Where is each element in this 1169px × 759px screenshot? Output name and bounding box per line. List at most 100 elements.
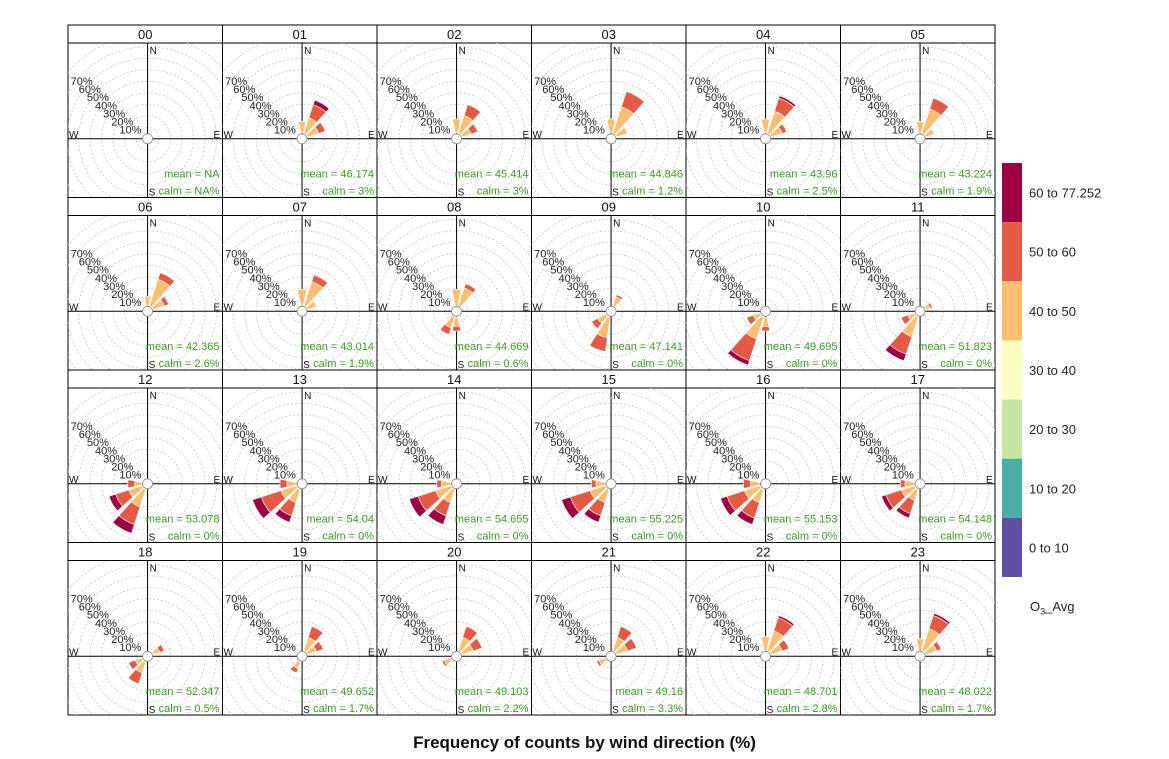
calm-circle	[760, 650, 771, 662]
panel-strip-label: 19	[293, 545, 307, 560]
ring-label: 10%	[119, 470, 141, 482]
calm-circle	[142, 305, 153, 317]
compass-label-n: N	[304, 219, 311, 230]
ring-label: 10%	[428, 125, 450, 137]
calm-label: calm = 0%	[786, 531, 838, 543]
panel-border	[222, 369, 378, 543]
ring-label: 70%	[225, 76, 247, 88]
compass-label-e: E	[986, 130, 993, 141]
petal-segment	[743, 478, 752, 489]
legend-swatch	[1002, 517, 1022, 577]
compass-label-n: N	[922, 219, 929, 230]
compass-label-s: S	[921, 533, 928, 544]
ring-label: 30%	[103, 108, 125, 120]
ring-label: 40%	[250, 100, 272, 112]
compass-label-w: W	[533, 302, 543, 313]
petal-segment	[128, 659, 139, 670]
petal-segment	[881, 494, 894, 512]
petal-segment	[916, 120, 925, 134]
ring-label: 30%	[412, 626, 434, 638]
ring-label: 70%	[534, 76, 556, 88]
ring-label: 40%	[404, 618, 426, 630]
ring-label: 70%	[843, 248, 865, 260]
ring-label: 60%	[851, 601, 873, 613]
petal-segment	[932, 641, 942, 652]
ring-label: 10%	[428, 297, 450, 309]
panel-border	[685, 369, 841, 543]
petal-segment	[746, 314, 757, 325]
petal-segment	[778, 123, 787, 134]
ring-label: 20%	[729, 462, 751, 474]
compass-label-w: W	[69, 475, 79, 486]
ring-label: 70%	[71, 593, 93, 605]
compass-label-n: N	[613, 564, 620, 575]
ring-label: 30%	[721, 281, 743, 293]
compass-label-n: N	[150, 219, 157, 230]
ring-label: 50%	[705, 265, 727, 277]
mean-label: mean = 44.669	[455, 341, 529, 353]
ring-label: 10%	[737, 125, 759, 137]
ring-label: 40%	[404, 445, 426, 457]
ring-label: 10%	[119, 297, 141, 309]
panel-strip-label: 10	[756, 200, 770, 215]
compass-label-e: E	[986, 647, 993, 658]
ring-label: 10%	[428, 642, 450, 654]
ring-label: 60%	[79, 429, 101, 441]
compass-label-e: E	[368, 475, 375, 486]
ring-label: 60%	[388, 429, 410, 441]
petal-segment	[596, 659, 602, 667]
ring-label: 40%	[868, 445, 890, 457]
ring-label: 40%	[404, 273, 426, 285]
compass-label-n: N	[304, 46, 311, 57]
calm-label: calm = 2.8%	[777, 703, 838, 715]
ring-label: 10%	[892, 297, 914, 309]
panel-border	[376, 542, 532, 716]
petal-segment	[720, 495, 736, 516]
ring-label: 60%	[697, 601, 719, 613]
legend-label: 50 to 60	[1029, 245, 1076, 260]
ring-label: 20%	[729, 289, 751, 301]
calm-label: calm = 0%	[631, 358, 683, 370]
compass-label-e: E	[677, 302, 684, 313]
ring-label: 70%	[225, 421, 247, 433]
petal-segment	[777, 615, 795, 627]
mean-label: mean = 51.823	[918, 341, 992, 353]
ring-label: 40%	[95, 100, 117, 112]
panel-strip-label: 21	[602, 545, 616, 560]
petal-segment	[616, 626, 633, 642]
panel-strip-label: 15	[602, 372, 616, 387]
petal-segment	[727, 349, 750, 366]
mean-label: mean = 46.174	[300, 169, 374, 181]
compass-label-w: W	[842, 130, 852, 141]
calm-circle	[142, 133, 153, 145]
calm-label: calm = 0%	[168, 531, 220, 543]
compass-label-e: E	[523, 647, 530, 658]
panel-border	[685, 24, 841, 198]
ring-label: 30%	[567, 453, 589, 465]
petal-segment	[927, 302, 933, 309]
compass-label-e: E	[523, 302, 530, 313]
calm-label: calm = 0%	[631, 531, 683, 543]
petal-segment	[736, 510, 755, 525]
petal-segment	[932, 613, 951, 625]
compass-label-e: E	[523, 130, 530, 141]
ring-label: 40%	[250, 445, 272, 457]
ring-label: 40%	[868, 618, 890, 630]
petal-segment	[108, 493, 124, 512]
ring-label: 70%	[689, 76, 711, 88]
ring-label: 30%	[258, 108, 280, 120]
ring-label: 70%	[225, 248, 247, 260]
petal-segment	[621, 91, 645, 115]
compass-label-n: N	[150, 564, 157, 575]
calm-circle	[760, 133, 771, 145]
ring-label: 50%	[241, 610, 263, 622]
ring-label: 60%	[542, 256, 564, 268]
ring-label: 60%	[233, 256, 255, 268]
panel-strip-label: 01	[293, 27, 307, 42]
compass-label-w: W	[533, 130, 543, 141]
